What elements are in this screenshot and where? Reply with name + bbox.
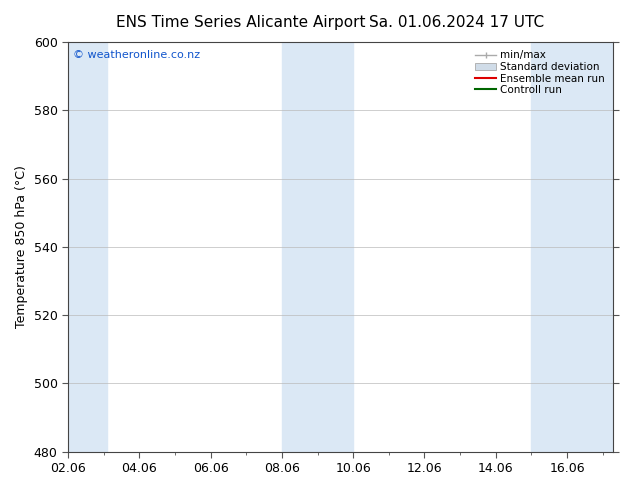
Legend: min/max, Standard deviation, Ensemble mean run, Controll run: min/max, Standard deviation, Ensemble me… [472, 47, 608, 98]
Text: © weatheronline.co.nz: © weatheronline.co.nz [74, 50, 200, 60]
Y-axis label: Temperature 850 hPa (°C): Temperature 850 hPa (°C) [15, 166, 28, 328]
Bar [531, 42, 614, 452]
Bar [68, 42, 107, 452]
Bar [282, 42, 353, 452]
Text: Sa. 01.06.2024 17 UTC: Sa. 01.06.2024 17 UTC [369, 15, 544, 30]
Text: ENS Time Series Alicante Airport: ENS Time Series Alicante Airport [116, 15, 366, 30]
